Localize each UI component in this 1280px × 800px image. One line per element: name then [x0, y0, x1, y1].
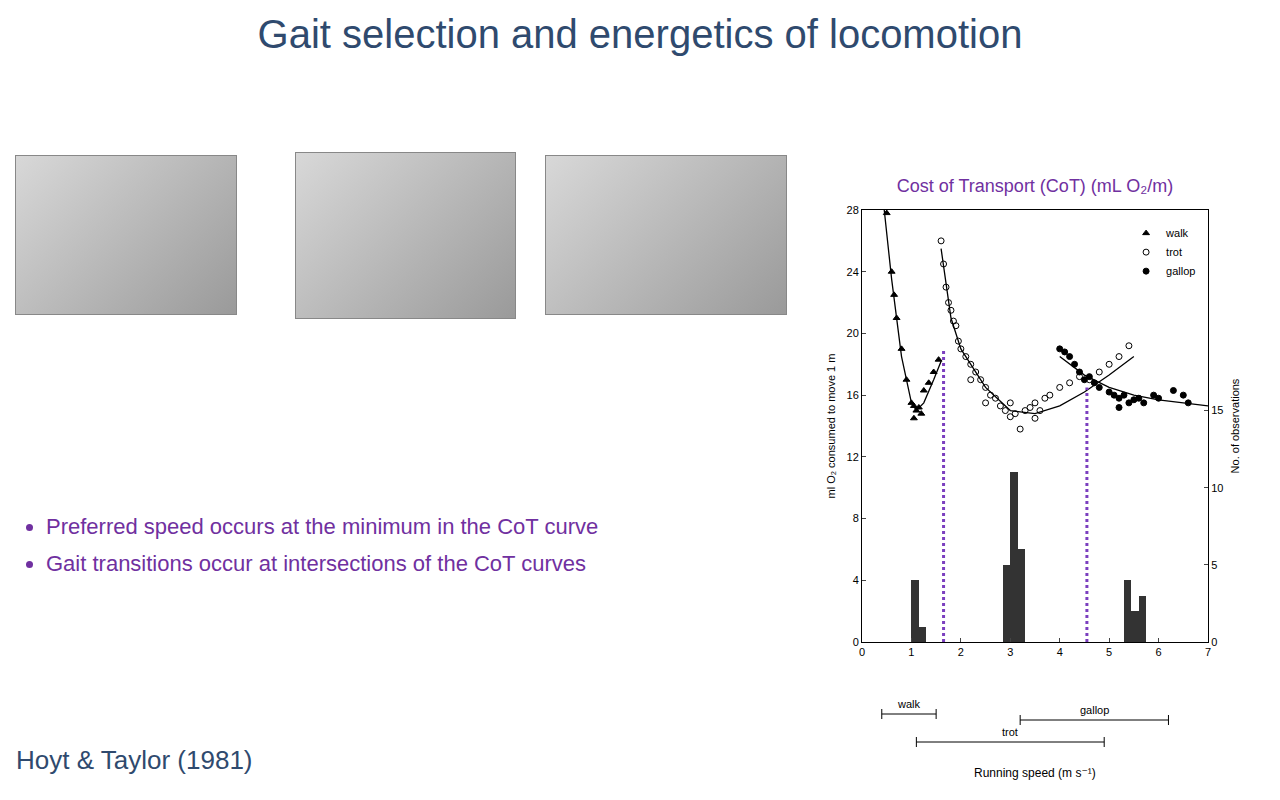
svg-text:4: 4: [853, 574, 859, 586]
html-text:Hoyt & Taylor (1981): Hoyt & Taylor (1981): [16, 745, 253, 775]
svg-text:Running speed (m s⁻¹): Running speed (m s⁻¹): [974, 766, 1096, 780]
svg-text:24: 24: [847, 266, 859, 278]
svg-text:5: 5: [1106, 646, 1112, 658]
svg-text:0: 0: [853, 636, 859, 648]
svg-text:trot: trot: [1002, 726, 1018, 738]
html-text:Gait transitions occur at inte: Gait transitions occur at intersections …: [46, 551, 587, 576]
svg-text:ml O₂ consumed to move 1 m: ml O₂ consumed to move 1 m: [825, 354, 837, 499]
svg-text:gallop: gallop: [1080, 704, 1109, 716]
svg-text:Cost of Transport (CoT) (mL O₂: Cost of Transport (CoT) (mL O₂/m): [897, 176, 1173, 196]
svg-text:walk: walk: [897, 698, 921, 710]
svg-text:4: 4: [1057, 646, 1063, 658]
svg-text:16: 16: [847, 389, 859, 401]
svg-text:walk: walk: [1165, 227, 1189, 239]
svg-text:6: 6: [1156, 646, 1162, 658]
svg-text:10: 10: [1211, 482, 1223, 494]
html-text:Gait selection and energetics: Gait selection and energetics of locomot…: [257, 12, 1023, 56]
svg-text:15: 15: [1211, 404, 1223, 416]
svg-text:2: 2: [958, 646, 964, 658]
svg-text:7: 7: [1205, 646, 1211, 658]
svg-text:12: 12: [847, 451, 859, 463]
svg-text:8: 8: [853, 512, 859, 524]
svg-text:20: 20: [847, 327, 859, 339]
svg-text:0: 0: [1211, 636, 1217, 648]
svg-text:5: 5: [1211, 559, 1217, 571]
svg-text:No. of observations: No. of observations: [1229, 378, 1241, 473]
svg-text:trot: trot: [1166, 246, 1182, 258]
svg-text:28: 28: [847, 204, 859, 216]
svg-text:3: 3: [1007, 646, 1013, 658]
html-text:Preferred speed occurs at the: Preferred speed occurs at the minimum in…: [46, 514, 599, 539]
svg-text:gallop: gallop: [1166, 265, 1195, 277]
svg-text:0: 0: [859, 646, 865, 658]
svg-text:1: 1: [908, 646, 914, 658]
